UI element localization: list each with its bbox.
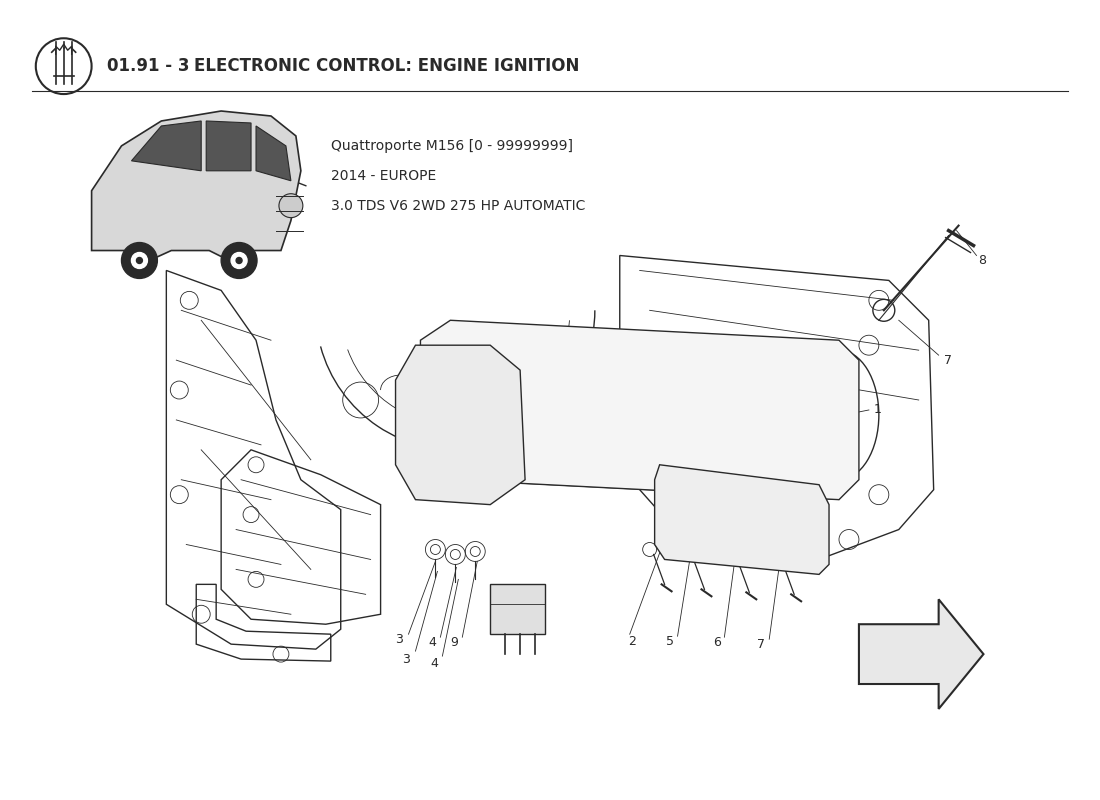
Circle shape	[236, 258, 242, 263]
Circle shape	[231, 253, 248, 269]
Text: Quattroporte M156 [0 - 99999999]: Quattroporte M156 [0 - 99999999]	[331, 139, 573, 153]
Text: 5: 5	[666, 634, 673, 648]
Text: 6: 6	[714, 636, 722, 649]
Text: ELECTRONIC CONTROL: ENGINE IGNITION: ELECTRONIC CONTROL: ENGINE IGNITION	[195, 57, 580, 75]
Polygon shape	[132, 121, 201, 170]
Text: 9: 9	[450, 636, 459, 649]
Polygon shape	[491, 584, 544, 634]
Text: 4: 4	[428, 636, 437, 649]
Text: 1: 1	[873, 403, 882, 417]
Circle shape	[221, 242, 257, 278]
Circle shape	[121, 242, 157, 278]
Circle shape	[279, 194, 302, 218]
Polygon shape	[206, 121, 251, 170]
Text: 8: 8	[979, 254, 987, 267]
Polygon shape	[256, 126, 290, 181]
Polygon shape	[654, 465, 829, 574]
Text: 01.91 - 3: 01.91 - 3	[107, 57, 195, 75]
Text: 2014 - EUROPE: 2014 - EUROPE	[331, 169, 436, 182]
Text: 7: 7	[757, 638, 766, 650]
Text: 3: 3	[403, 653, 410, 666]
Circle shape	[132, 253, 147, 269]
Circle shape	[136, 258, 142, 263]
Text: 4: 4	[430, 657, 438, 670]
Polygon shape	[396, 345, 525, 505]
Polygon shape	[91, 111, 301, 261]
Polygon shape	[420, 320, 859, 500]
Text: 2: 2	[628, 634, 636, 648]
Text: 3.0 TDS V6 2WD 275 HP AUTOMATIC: 3.0 TDS V6 2WD 275 HP AUTOMATIC	[331, 198, 585, 213]
Text: 3: 3	[396, 633, 404, 646]
Polygon shape	[859, 599, 983, 709]
Text: 7: 7	[944, 354, 952, 366]
